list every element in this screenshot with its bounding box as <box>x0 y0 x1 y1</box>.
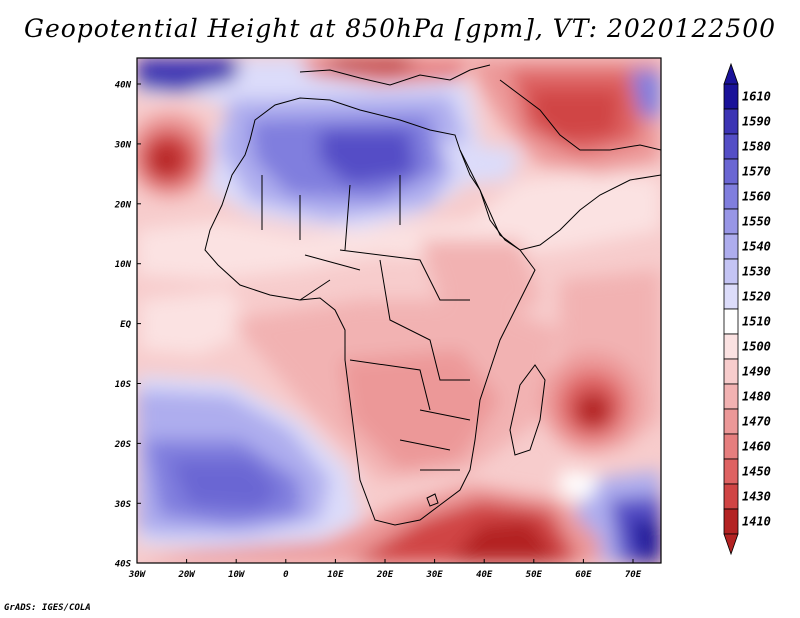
height-field <box>137 58 661 563</box>
colorbar-bottom-arrow <box>723 533 739 556</box>
colorbar-swatch <box>723 183 739 210</box>
colorbar-label: 1580 <box>742 140 771 154</box>
colorbar-label: 1570 <box>742 165 771 179</box>
colorbar-label: 1590 <box>742 115 771 129</box>
lon-tick-label: 0 <box>283 570 289 580</box>
colorbar-swatch <box>723 133 739 160</box>
colorbar-swatch <box>723 358 739 385</box>
colorbar-swatch <box>723 258 739 285</box>
lat-tick-label: 40S <box>115 560 132 570</box>
colorbar-swatch <box>723 408 739 435</box>
colorbar-label: 1490 <box>742 365 771 379</box>
lat-tick-label: EQ <box>120 320 131 330</box>
lon-tick-label: 70E <box>625 570 642 580</box>
coastlines <box>204 64 661 526</box>
colorbar-top-arrow <box>723 62 739 85</box>
colorbar-swatch <box>723 233 739 260</box>
colorbar-swatch <box>723 208 739 235</box>
colorbar-label: 1560 <box>742 190 771 204</box>
lat-tick-label: 10N <box>115 260 132 270</box>
page-title: Geopotential Height at 850hPa [gpm], VT:… <box>23 14 777 43</box>
lon-tick-label: 10E <box>327 570 344 580</box>
colorbar-swatch <box>723 508 739 535</box>
colorbar-label: 1480 <box>742 390 771 404</box>
lon-tick-label: 50E <box>526 570 543 580</box>
credit-text: GrADS: IGES/COLA <box>4 603 91 613</box>
colorbar-swatch <box>723 333 739 360</box>
map-frame <box>136 57 662 564</box>
lon-tick-label: 10W <box>228 570 246 580</box>
lat-axis: 40N 30N 20N 10N EQ 10S 20S 30S 40S <box>114 81 141 570</box>
lat-tick-label: 10S <box>115 380 132 390</box>
colorbar-swatch <box>723 483 739 510</box>
colorbar-swatch <box>723 283 739 310</box>
colorbar-swatch <box>723 83 739 110</box>
colorbar-label: 1610 <box>742 90 771 104</box>
lat-tick-label: 40N <box>115 81 132 91</box>
colorbar-swatch <box>723 158 739 185</box>
colorbar-label: 1510 <box>742 315 771 329</box>
lat-tick-label: 30S <box>114 500 132 510</box>
colorbar-swatch <box>723 108 739 135</box>
lon-tick-label: 30E <box>425 570 443 580</box>
colorbar-label: 1530 <box>742 265 771 279</box>
lon-axis: 30W 20W 10W 0 10E 20E 30E 40E 50E 60E 70E <box>128 559 642 580</box>
lon-tick-label: 60E <box>575 570 592 580</box>
colorbar-label: 1450 <box>742 465 771 479</box>
colorbar-swatch <box>723 383 739 410</box>
colorbar-label: 1430 <box>742 490 771 504</box>
lon-tick-label: 40E <box>476 570 493 580</box>
colorbar-label: 1520 <box>742 290 771 304</box>
colorbar-label: 1410 <box>742 515 771 529</box>
lon-tick-label: 20E <box>376 570 394 580</box>
colorbar-swatch <box>723 458 739 485</box>
colorbar-label: 1470 <box>742 415 771 429</box>
colorbar: 1610 1590 1580 1570 1560 1550 1540 1530 1520 1510… <box>723 62 771 556</box>
colorbar-label: 1540 <box>742 240 771 254</box>
colorbar-swatch <box>723 433 739 460</box>
lon-tick-label: 20W <box>177 570 196 580</box>
lat-tick-label: 30N <box>114 140 132 150</box>
colorbar-label: 1500 <box>742 340 771 354</box>
colorbar-swatch <box>723 308 739 335</box>
colorbar-label: 1550 <box>742 215 771 229</box>
lon-tick-label: 30W <box>128 570 147 580</box>
colorbar-label: 1460 <box>742 440 771 454</box>
lat-tick-label: 20S <box>114 440 132 450</box>
lat-tick-label: 20N <box>114 200 132 210</box>
